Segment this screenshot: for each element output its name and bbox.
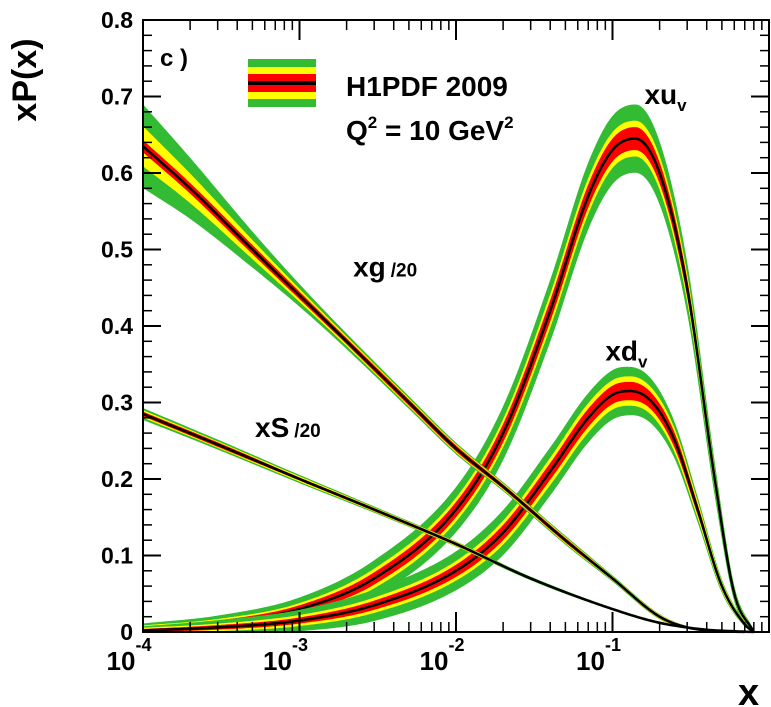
- x-tick-base: 10: [420, 646, 449, 676]
- curve-label-subscript: v: [677, 96, 687, 115]
- line-xg: [142, 145, 745, 634]
- panel-label: c ): [160, 45, 188, 72]
- curve-label-name: xu: [644, 79, 677, 110]
- curve-label-xuv: xuv: [644, 79, 687, 115]
- legend-scale: Q2 = 10 GeV2: [346, 113, 514, 146]
- x-tick-base: 10: [107, 646, 136, 676]
- x-tick-label: 10-1: [576, 635, 621, 676]
- legend-line-central: [248, 81, 316, 85]
- series-xuv-group: [142, 104, 755, 633]
- x-axis-title: x: [738, 672, 759, 707]
- legend-q: Q: [346, 115, 368, 146]
- curve-label-name: xS: [255, 412, 289, 443]
- curve-label-scale: /20: [391, 260, 417, 281]
- curve-label-xg: xg/20: [353, 251, 417, 282]
- y-tick-label: 0.6: [101, 160, 133, 186]
- x-tick-exp: -4: [135, 635, 151, 655]
- legend-title: H1PDF 2009: [346, 71, 508, 102]
- x-tick-label: 10-3: [263, 635, 308, 676]
- legend-q-exp: 2: [368, 113, 377, 132]
- y-tick-label: 0.4: [101, 313, 133, 339]
- x-tick-label: 10-4: [107, 635, 152, 676]
- series-xdv-group: [142, 366, 755, 633]
- y-tick-label: 0.3: [101, 390, 133, 416]
- x-tick-base: 10: [576, 646, 605, 676]
- y-tick-label: 0: [120, 619, 133, 645]
- pdf-bands: [142, 104, 755, 634]
- legend-unit-exp: 2: [504, 113, 513, 132]
- plot-frame: [142, 19, 770, 633]
- y-tick-label: 0.2: [101, 466, 133, 492]
- y-tick-label: 0.5: [101, 237, 133, 263]
- series-xg-group: [142, 104, 745, 634]
- band-param-xuv: [143, 120, 754, 633]
- x-tick-base: 10: [263, 646, 292, 676]
- x-tick-exp: -3: [292, 635, 308, 655]
- curve-label-name: xg: [353, 251, 386, 282]
- line-xdv: [142, 389, 755, 633]
- x-tick-exp: -2: [448, 635, 464, 655]
- curve-label-xS: xS/20: [255, 412, 321, 443]
- axes: 00.10.20.30.40.50.60.70.810-410-310-210-…: [101, 7, 770, 676]
- series-xS-group: [142, 408, 754, 634]
- y-tick-label: 0.1: [101, 543, 133, 569]
- line-xS: [142, 412, 754, 634]
- x-tick-exp: -1: [605, 635, 621, 655]
- legend-swatch: [248, 59, 316, 107]
- curve-label-xdv: xdv: [605, 335, 648, 371]
- curve-label-subscript: v: [638, 352, 648, 371]
- band-param-xg: [143, 126, 745, 632]
- curve-label-name: xd: [605, 335, 638, 366]
- y-tick-label: 0.8: [101, 7, 133, 33]
- legend-q-value: = 10 GeV: [377, 115, 504, 146]
- y-axis-title: xP(x): [6, 38, 44, 121]
- curve-label-scale: /20: [294, 421, 320, 442]
- y-tick-label: 0.7: [101, 84, 133, 110]
- legend: H1PDF 2009 Q2 = 10 GeV2: [248, 59, 514, 146]
- x-tick-label: 10-2: [420, 635, 465, 676]
